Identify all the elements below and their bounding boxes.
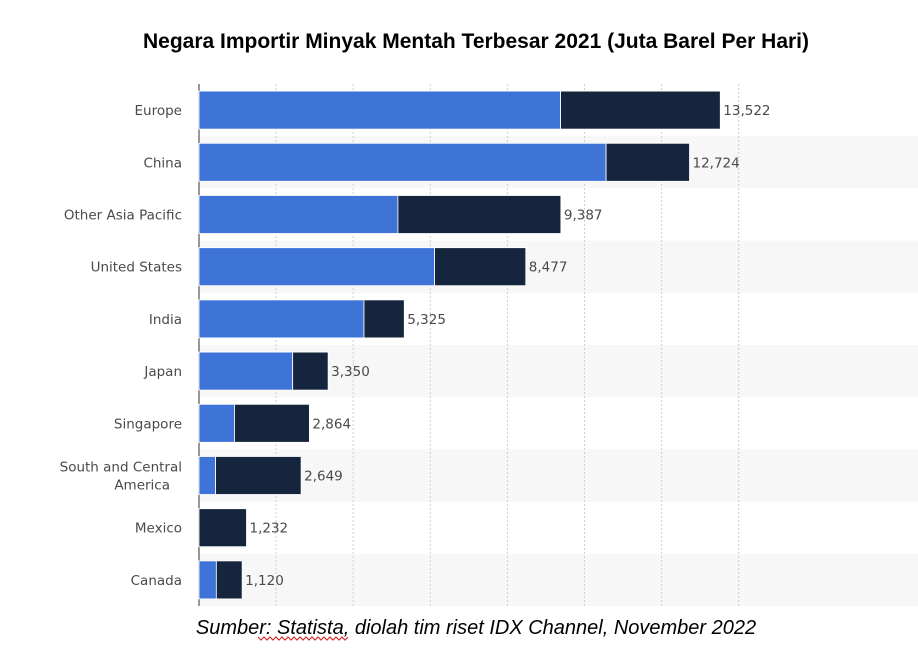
- bar-segment-dark: [215, 560, 243, 600]
- bar-segment-dark: [397, 195, 562, 234]
- bar-segment-light: [198, 560, 217, 600]
- value-label: 8,477: [529, 260, 568, 276]
- category-label: Mexico: [135, 521, 182, 537]
- value-label: 12,724: [693, 155, 740, 171]
- bar-segment-dark: [560, 90, 721, 130]
- value-label: 3,350: [331, 364, 370, 380]
- source-suffix: , diolah tim riset IDX Channel, November…: [344, 617, 756, 639]
- value-label: 1,232: [249, 521, 288, 537]
- value-label: 9,387: [564, 208, 603, 224]
- row-band: [199, 449, 918, 502]
- bar-segment-dark: [234, 403, 310, 443]
- gridlines: [275, 84, 740, 606]
- source-link: Statista: [277, 617, 344, 639]
- value-label: 1,120: [245, 573, 284, 589]
- category-label: United States: [91, 260, 182, 276]
- value-label: 5,325: [407, 312, 446, 328]
- category-label: China: [143, 155, 182, 171]
- value-labels: 13,522 12,724 9,387 8,477 5,325 3,350 2,864 2,6…: [245, 103, 770, 589]
- bar-segment-light: [198, 195, 399, 234]
- bars: [198, 90, 721, 600]
- bar-segment-light: [198, 142, 607, 182]
- bar-segment-light: [198, 90, 561, 130]
- category-labels: Europe China Other Asia Pacific United Stat…: [60, 103, 182, 589]
- category-label: India: [149, 312, 182, 328]
- value-label: 2,649: [304, 469, 343, 485]
- category-label: Other Asia Pacific: [64, 208, 182, 224]
- bar-segment-dark: [605, 142, 690, 182]
- bar-segment-light: [198, 403, 235, 443]
- source-prefix: Sumber:: [196, 617, 277, 639]
- bar-segment-light: [198, 351, 294, 391]
- source-note: Sumber: Statista, diolah tim riset IDX C…: [196, 617, 756, 639]
- row-bands: [199, 136, 918, 606]
- value-label: 2,864: [312, 416, 351, 432]
- bar-segment-dark: [434, 247, 527, 287]
- bar-segment-dark: [198, 508, 247, 548]
- row-band: [199, 553, 918, 606]
- bar-segment-dark: [292, 351, 329, 391]
- bar-segment-dark: [215, 456, 302, 495]
- category-label: Europe: [135, 103, 182, 119]
- bar-segment-light: [198, 247, 435, 287]
- category-label: South and Central America: [60, 460, 182, 494]
- bar-segment-light: [198, 456, 216, 495]
- value-label: 13,522: [723, 103, 770, 119]
- category-label: Japan: [143, 364, 182, 380]
- bar-segment-light: [198, 299, 365, 339]
- spellcheck-underline: [257, 636, 349, 641]
- chart-title: Negara Importir Minyak Mentah Terbesar 2…: [143, 30, 809, 53]
- bar-segment-dark: [363, 299, 405, 339]
- category-label: Singapore: [114, 416, 182, 432]
- category-label: Canada: [131, 573, 182, 589]
